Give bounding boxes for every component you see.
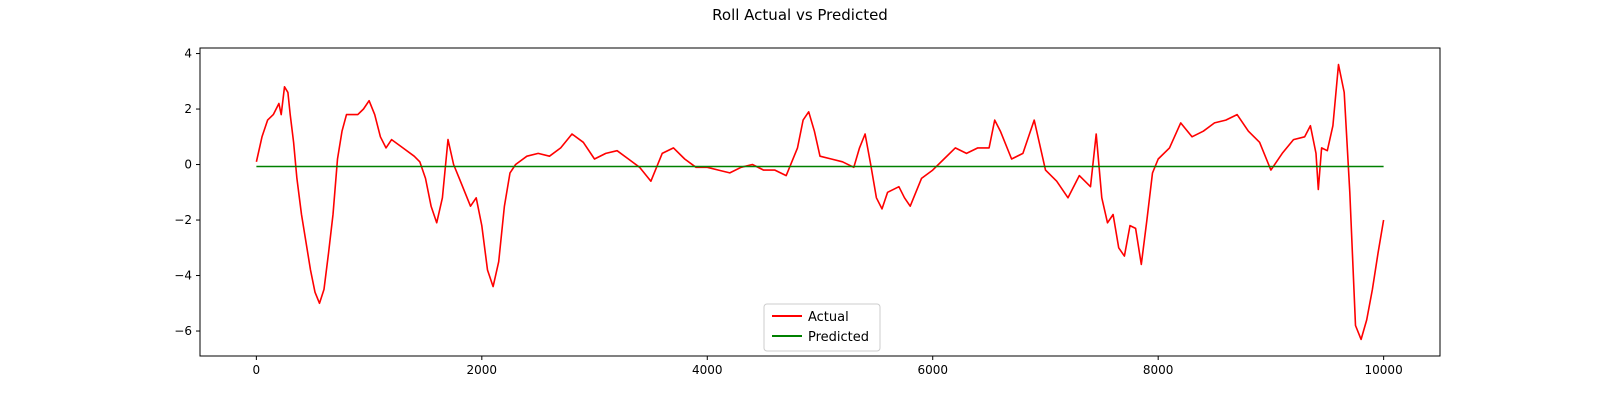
y-tick-label: 4 [184,47,192,61]
y-tick-label: −6 [174,324,192,338]
y-tick-label: 2 [184,102,192,116]
legend: Actual Predicted [763,303,881,352]
x-tick-label: 8000 [1143,363,1174,377]
x-tick-label: 0 [253,363,261,377]
plot-frame [199,47,1441,357]
x-tick-label: 6000 [917,363,948,377]
x-axis: 0 2000 4000 6000 8000 10000 [253,356,1403,377]
x-tick-label: 4000 [692,363,723,377]
x-tick-label: 10000 [1365,363,1403,377]
y-axis: 4 2 0 −2 −4 −6 [174,47,200,338]
series-line-actual [255,63,1385,341]
legend-actual-label: Actual [808,310,849,325]
chart-title: Roll Actual vs Predicted [712,6,888,24]
series-layer [255,63,1385,341]
x-tick-label: 2000 [467,363,498,377]
legend-predicted-label: Predicted [808,330,869,345]
y-tick-label: 0 [184,158,192,172]
y-tick-label: −2 [174,213,192,227]
y-tick-label: −4 [174,269,192,283]
